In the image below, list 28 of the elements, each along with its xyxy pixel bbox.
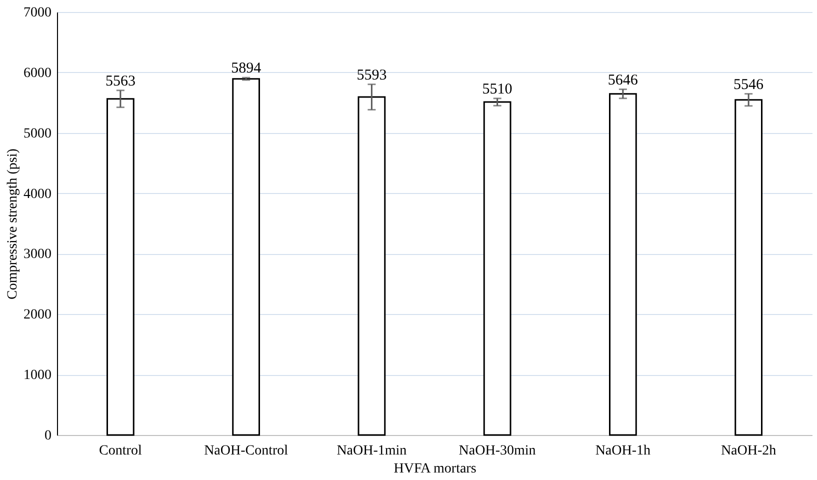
data-label: 5546: [734, 76, 764, 93]
y-axis-title: Compressive strength (psi): [6, 148, 20, 300]
x-tick-label: NaOH-1h: [595, 444, 651, 458]
x-axis-title: HVFA mortars: [394, 462, 476, 476]
x-tick-label: NaOH-30min: [458, 444, 536, 458]
bar: [358, 96, 386, 436]
data-label: 5894: [231, 60, 262, 77]
data-label: 5563: [105, 73, 136, 90]
data-label: 5646: [608, 72, 638, 88]
y-tick-label: 3000: [24, 247, 52, 262]
x-tick-label: NaOH-1min: [336, 444, 407, 458]
y-tick-label: 1000: [24, 368, 52, 384]
y-tick-label: 0: [44, 428, 52, 444]
y-tick-label: 6000: [24, 66, 52, 81]
data-label: 5593: [356, 67, 387, 84]
y-tick-label: 4000: [24, 186, 52, 202]
x-tick-label: Control: [99, 444, 142, 458]
bar: [734, 99, 762, 436]
x-tick-label: NaOH-2h: [720, 444, 776, 458]
y-tick-label: 2000: [24, 308, 52, 323]
data-label: 5510: [482, 81, 512, 98]
y-tick-label: 7000: [24, 6, 52, 20]
bar: [608, 93, 637, 436]
x-tick-label: NaOH-Control: [204, 444, 288, 458]
bar: [483, 101, 512, 436]
bar: [106, 98, 134, 436]
y-tick-label: 5000: [24, 126, 52, 142]
bar: [232, 78, 260, 436]
